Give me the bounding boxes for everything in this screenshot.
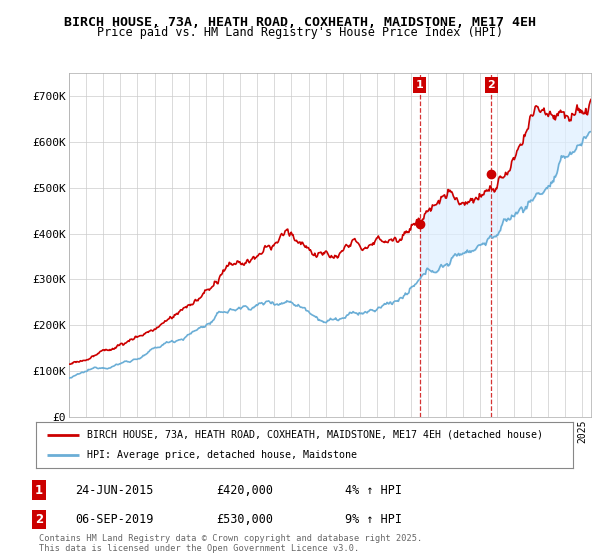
Text: Contains HM Land Registry data © Crown copyright and database right 2025.
This d: Contains HM Land Registry data © Crown c…: [39, 534, 422, 553]
Text: £530,000: £530,000: [216, 513, 273, 526]
Text: HPI: Average price, detached house, Maidstone: HPI: Average price, detached house, Maid…: [87, 450, 357, 460]
Text: 24-JUN-2015: 24-JUN-2015: [75, 483, 154, 497]
Text: BIRCH HOUSE, 73A, HEATH ROAD, COXHEATH, MAIDSTONE, ME17 4EH (detached house): BIRCH HOUSE, 73A, HEATH ROAD, COXHEATH, …: [87, 430, 543, 440]
Text: 9% ↑ HPI: 9% ↑ HPI: [345, 513, 402, 526]
Text: 1: 1: [35, 483, 43, 497]
Text: 2: 2: [488, 80, 495, 90]
Text: 2: 2: [35, 513, 43, 526]
Text: £420,000: £420,000: [216, 483, 273, 497]
Text: 4% ↑ HPI: 4% ↑ HPI: [345, 483, 402, 497]
Text: 06-SEP-2019: 06-SEP-2019: [75, 513, 154, 526]
Text: 1: 1: [416, 80, 424, 90]
Text: Price paid vs. HM Land Registry's House Price Index (HPI): Price paid vs. HM Land Registry's House …: [97, 26, 503, 39]
Text: BIRCH HOUSE, 73A, HEATH ROAD, COXHEATH, MAIDSTONE, ME17 4EH: BIRCH HOUSE, 73A, HEATH ROAD, COXHEATH, …: [64, 16, 536, 29]
